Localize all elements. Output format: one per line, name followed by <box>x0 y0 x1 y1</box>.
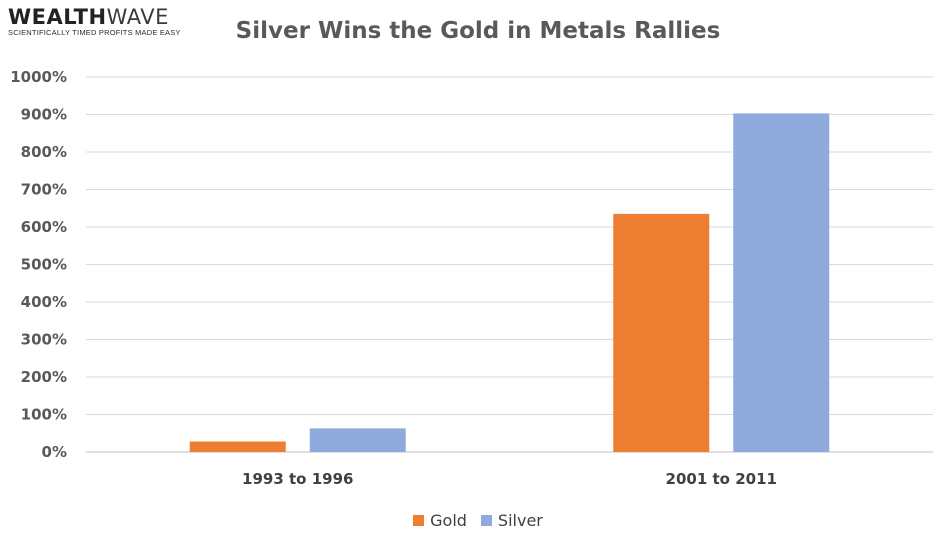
logo-wordmark-bold: WEALTH <box>8 5 107 29</box>
y-tick-label: 200% <box>21 368 67 386</box>
bar-gold <box>613 213 710 452</box>
y-tick-label: 600% <box>21 218 67 236</box>
y-tick-label: 700% <box>21 181 67 199</box>
y-tick-label: 900% <box>21 106 67 124</box>
bar-silver <box>309 428 406 452</box>
legend-item-gold: Gold <box>413 511 467 530</box>
y-tick-label: 1000% <box>10 68 67 86</box>
y-tick-label: 300% <box>21 331 67 349</box>
legend-swatch <box>480 515 492 526</box>
logo-tagline: SCIENTIFICALLY TIMED PROFITS MADE EASY <box>8 28 181 37</box>
y-tick-label: 0% <box>42 443 67 461</box>
y-tick-label: 500% <box>21 256 67 274</box>
logo-wordmark: WEALTHWAVE <box>8 6 181 28</box>
wealthwave-logo: WEALTHWAVE SCIENTIFICALLY TIMED PROFITS … <box>8 6 181 37</box>
legend-label: Silver <box>497 511 543 530</box>
legend-item-silver: Silver <box>480 511 543 530</box>
x-category-label: 2001 to 2011 <box>666 470 777 488</box>
bar-gold <box>189 441 286 452</box>
bar-silver <box>733 113 830 452</box>
chart-title: Silver Wins the Gold in Metals Rallies <box>235 18 721 44</box>
y-tick-label: 100% <box>21 406 67 424</box>
logo-wordmark-light: WAVE <box>106 5 169 29</box>
legend-swatch <box>413 515 425 526</box>
x-category-label: 1993 to 1996 <box>242 470 353 488</box>
chart-legend: Gold Silver <box>0 511 950 530</box>
y-tick-label: 400% <box>21 293 67 311</box>
y-tick-label: 800% <box>21 143 67 161</box>
legend-label: Gold <box>430 511 467 530</box>
